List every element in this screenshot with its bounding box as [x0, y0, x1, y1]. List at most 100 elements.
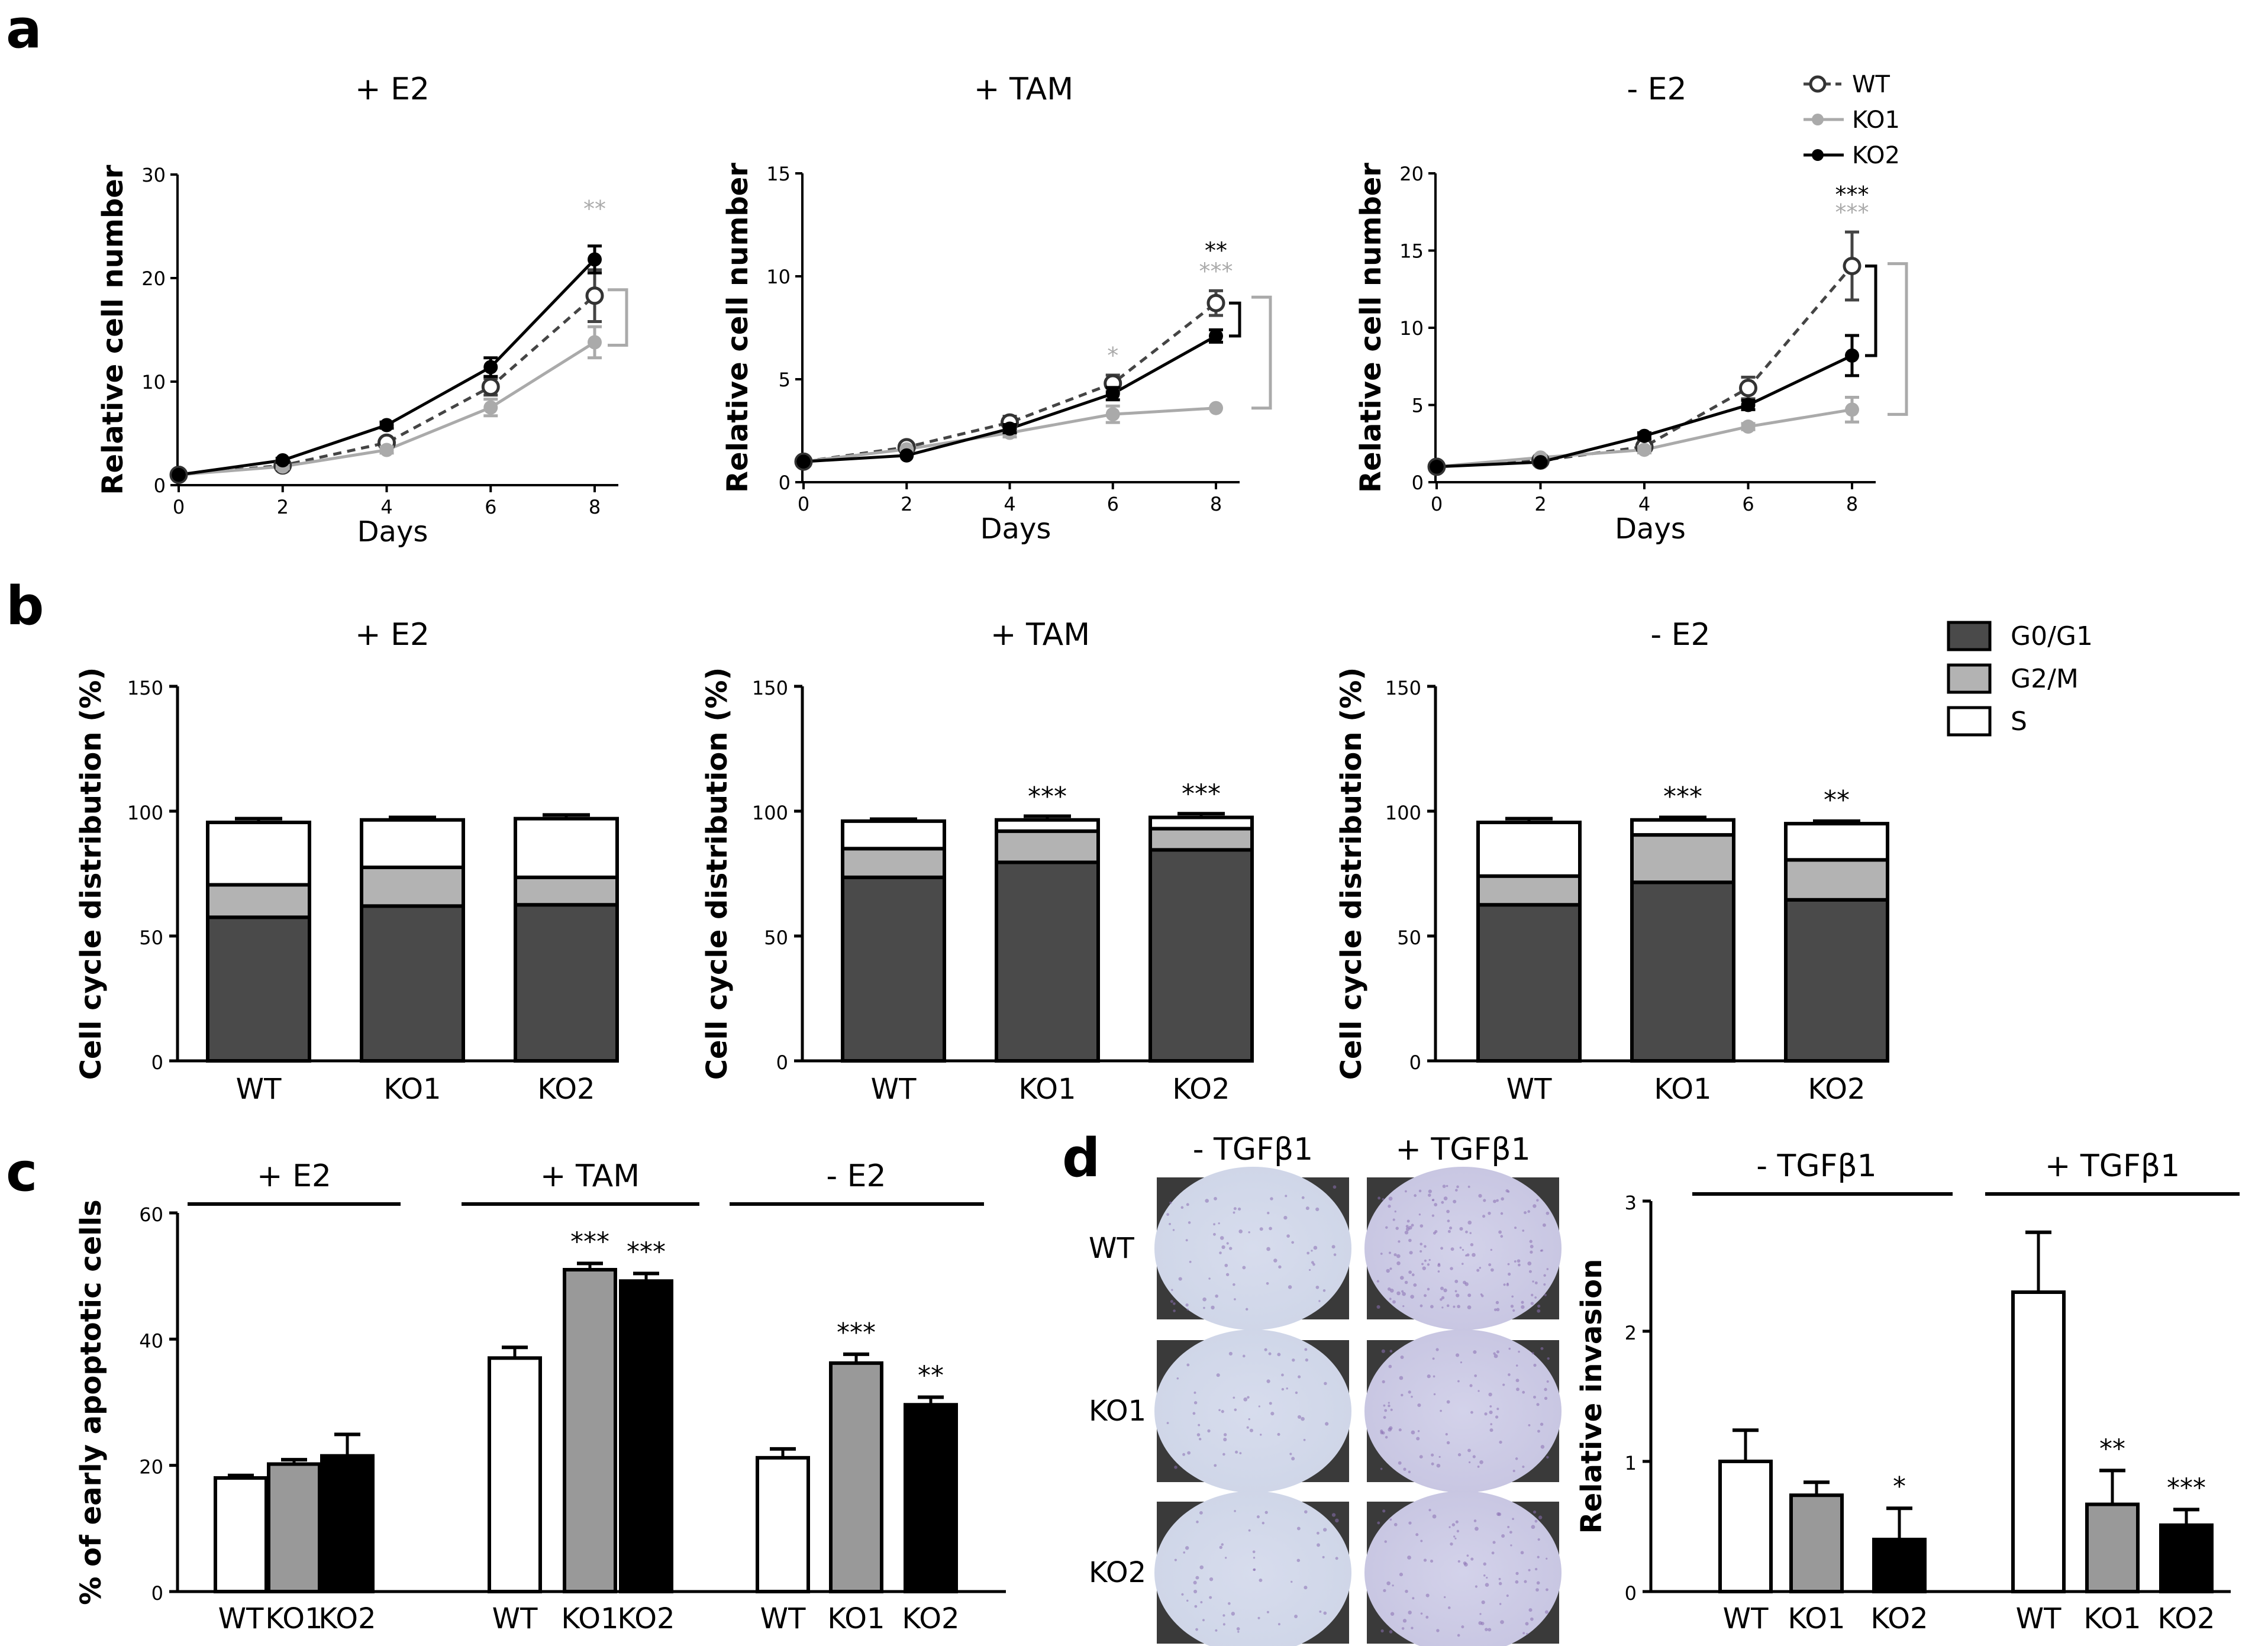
micrograph-cell	[1536, 1199, 1539, 1202]
micrograph-cell	[1291, 1580, 1293, 1583]
bar-segment-g0g1	[1630, 880, 1735, 1063]
micrograph-cell	[1269, 1227, 1272, 1231]
micrograph-cell	[1270, 1412, 1275, 1416]
bar-segment-g2m	[360, 865, 465, 908]
micrograph-cell	[1498, 1582, 1502, 1586]
micrograph-cell	[1389, 1298, 1392, 1300]
group-label: - TGFβ1	[1756, 1148, 1877, 1184]
micrograph-cell	[1531, 1352, 1534, 1355]
micrograph-cell	[1467, 1448, 1471, 1453]
micrograph-cell	[1408, 1270, 1412, 1274]
micrograph-cell	[1185, 1303, 1189, 1307]
x-tick-label: KO1	[383, 1073, 441, 1106]
micrograph-cell	[1319, 1610, 1322, 1613]
bar-segment-s	[1784, 822, 1889, 862]
x-axis-label: Days	[1615, 512, 1686, 546]
x-tick-label: 8	[589, 496, 601, 518]
bar-segment-g2m	[995, 829, 1100, 864]
micrograph-cell	[1542, 1223, 1546, 1227]
micrograph-cell	[1389, 1518, 1392, 1521]
micrograph-cell	[1312, 1263, 1315, 1266]
bar-segment-g0g1	[1148, 848, 1254, 1063]
micrograph-cell	[1257, 1616, 1260, 1619]
data-point-ko2	[1741, 398, 1756, 412]
sig-label: ***	[837, 1318, 876, 1348]
bar-wt	[1718, 1460, 1773, 1593]
micrograph-cell	[1246, 1426, 1249, 1429]
data-point-wt	[481, 377, 500, 396]
micrograph-cell	[1445, 1432, 1448, 1436]
micrograph-cell	[1546, 1557, 1548, 1560]
micrograph-cell	[1208, 1277, 1211, 1280]
micrograph-cell	[1493, 1199, 1496, 1203]
x-tick-label: 2	[277, 496, 289, 518]
micrograph-cell	[1317, 1543, 1320, 1547]
micrograph-cell	[1526, 1632, 1528, 1635]
micrograph-cell	[1380, 1467, 1383, 1470]
micrograph-cell	[1493, 1352, 1496, 1355]
micrograph-cell	[1268, 1352, 1272, 1355]
micrograph-cell	[1285, 1195, 1288, 1198]
x-axis-label: Days	[980, 512, 1051, 546]
data-point-ko2	[1533, 455, 1548, 470]
x-tick-label: 0	[173, 496, 185, 518]
micrograph-cell	[1414, 1194, 1417, 1198]
micrograph-cell	[1475, 1585, 1478, 1588]
micrograph-cell	[1228, 1351, 1233, 1356]
x-tick-label: KO1	[2083, 1602, 2141, 1635]
micrograph-cell	[1331, 1513, 1336, 1517]
micrograph-cell	[1389, 1350, 1393, 1353]
micrograph-cell	[1530, 1244, 1534, 1248]
micrograph-cell	[1223, 1433, 1227, 1437]
micrograph-cell	[1475, 1526, 1479, 1531]
micrograph-cell	[1401, 1627, 1405, 1630]
y-tick-label: 1	[1625, 1452, 1637, 1474]
micrograph-cell	[1481, 1295, 1484, 1298]
micrograph-cell	[1262, 1522, 1264, 1525]
micrograph-cell	[1209, 1577, 1214, 1582]
micrograph-cell	[1401, 1290, 1404, 1293]
data-point-ko2	[483, 360, 498, 375]
micrograph-cell	[1387, 1287, 1391, 1291]
micrograph-cell	[1185, 1239, 1188, 1242]
micrograph-cell	[1236, 1627, 1240, 1631]
micrograph-cell	[1450, 1542, 1453, 1546]
x-axis-label: Days	[357, 515, 428, 548]
micrograph-cell	[1315, 1207, 1319, 1212]
micrograph-cell	[1234, 1408, 1237, 1412]
micrograph-cell	[1408, 1238, 1412, 1242]
line-chart-plus-tam: + TAM 0 2 4 6 8 Days 0 5 10 15 Relative cell number…	[721, 72, 1272, 546]
chart-title: - E2	[1627, 72, 1686, 107]
micrograph-cell	[1291, 1457, 1295, 1461]
y-axis-label: Cell cycle distribution (%)	[701, 667, 734, 1080]
micrograph-cell	[1438, 1455, 1441, 1458]
micrograph-cell	[1490, 1248, 1493, 1251]
micrograph-cell	[1446, 1441, 1450, 1445]
micrograph-cell	[1521, 1300, 1524, 1304]
y-tick-label: 5	[1412, 395, 1424, 417]
data-point-ko2	[1845, 348, 1859, 363]
micrograph-cell	[1442, 1185, 1446, 1188]
bar-segment-g2m	[1148, 827, 1254, 852]
sig-label: **	[2099, 1434, 2125, 1464]
micrograph-cell	[1386, 1269, 1390, 1273]
x-tick-label: 2	[901, 493, 912, 515]
y-tick-label: 15	[766, 163, 791, 185]
micrograph-cell	[1527, 1210, 1531, 1213]
data-point-ko1	[1845, 402, 1859, 417]
micrograph-cell	[1221, 1410, 1224, 1413]
micrograph-cell	[1224, 1557, 1227, 1559]
micrograph-cell	[1473, 1519, 1477, 1522]
micrograph-cell	[1166, 1213, 1169, 1216]
micrograph-well	[1364, 1167, 1562, 1330]
micrograph-cell	[1383, 1404, 1386, 1407]
sig-label: *	[1893, 1471, 1906, 1502]
micrograph-cell	[1189, 1260, 1192, 1263]
micrograph-cell	[1518, 1263, 1521, 1267]
micrograph-cell	[1199, 1511, 1203, 1515]
micrograph-cell	[1533, 1511, 1537, 1514]
micrograph-cell	[1315, 1285, 1319, 1289]
micrograph-cell	[1420, 1612, 1423, 1615]
x-tick-label: KO2	[1808, 1073, 1865, 1106]
data-point-ko2	[1105, 386, 1120, 401]
